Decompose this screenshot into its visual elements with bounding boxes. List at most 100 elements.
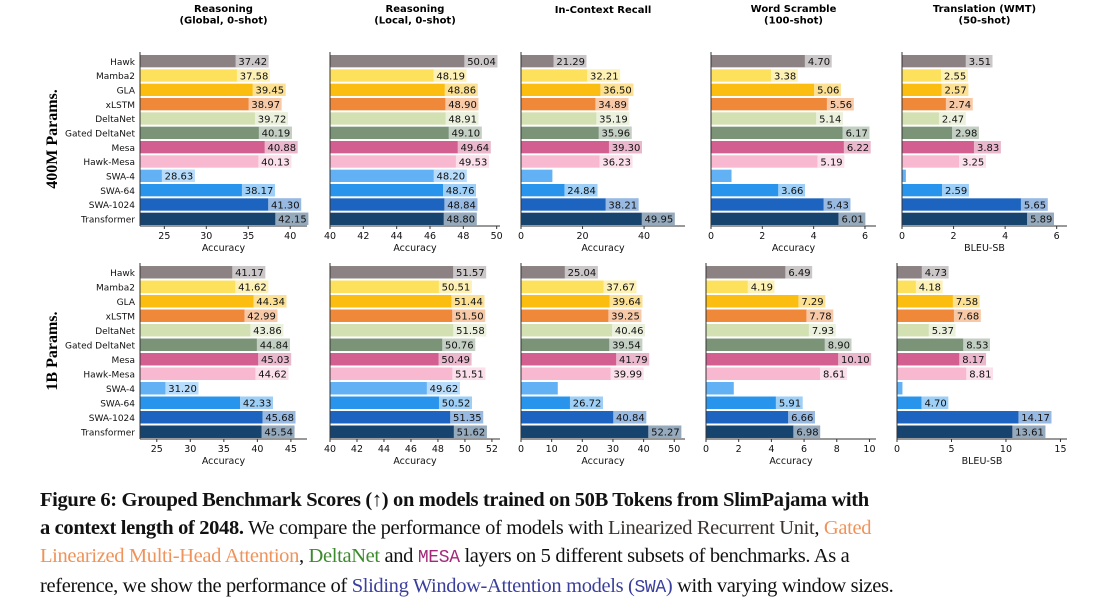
data-label-bg (823, 198, 851, 211)
caption-text: reference, we show the performance of (40, 575, 352, 597)
caption-text: We compare the performance of models wit… (243, 517, 608, 539)
x-tick-label: 20 (576, 231, 588, 242)
bar-hawk-mesa (330, 155, 489, 168)
x-tick-label: 45 (285, 444, 297, 455)
data-label: 52.27 (651, 428, 680, 439)
data-label: 37.67 (606, 283, 635, 294)
data-label: 8.61 (823, 370, 845, 381)
row-label: Mamba2 (96, 283, 135, 293)
bar-mamba2 (330, 280, 472, 293)
x-tick-label: 42 (351, 444, 363, 455)
data-label: 21.29 (556, 57, 585, 68)
x-tick-label: 6 (1054, 231, 1060, 242)
bar-swa-4 (706, 382, 734, 395)
bar-swa-4 (897, 382, 903, 395)
bar-swa-4 (521, 169, 553, 182)
bar-swa-64 (330, 184, 476, 197)
data-label: 2.98 (955, 129, 977, 140)
x-axis-label: BLEU-SB (962, 456, 1003, 467)
bar-swa-64 (330, 396, 472, 409)
data-label-bg (953, 309, 981, 322)
data-label-bg (252, 83, 286, 96)
data-label: 31.20 (168, 384, 197, 395)
panel-title: Word Scramble (751, 4, 837, 15)
data-label-bg (250, 324, 284, 337)
row-label: SWA-1024 (89, 201, 136, 211)
x-tick-label: 2 (759, 231, 765, 242)
data-label: 25.04 (568, 268, 597, 279)
bar-hawk (711, 55, 832, 68)
data-label-bg (608, 141, 642, 154)
data-label: 5.65 (1024, 200, 1046, 211)
data-label: 50.51 (442, 283, 471, 294)
data-label: 50.52 (442, 399, 471, 410)
data-label: 44.62 (258, 370, 287, 381)
data-label-bg (1018, 411, 1052, 424)
panel-title: In-Context Recall (555, 5, 652, 16)
data-label-bg (1020, 198, 1048, 211)
bar-transformer (330, 425, 487, 438)
bar-mesa (706, 353, 872, 366)
data-label-bg (612, 324, 646, 337)
data-label-bg (268, 198, 302, 211)
data-label: 39.54 (612, 341, 641, 352)
data-label-bg (248, 98, 282, 111)
data-label-bg (453, 266, 487, 279)
x-tick-label: 0 (894, 444, 900, 455)
data-label-bg (940, 69, 968, 82)
x-tick-label: 35 (242, 231, 254, 242)
x-tick-label: 35 (218, 444, 230, 455)
x-axis-label: Accuracy (581, 456, 625, 467)
data-label: 48.91 (448, 114, 477, 125)
data-label: 3.38 (774, 71, 796, 82)
bar-gla (711, 83, 841, 96)
data-label: 7.78 (809, 312, 831, 323)
data-label-bg (464, 55, 498, 68)
data-label-bg (433, 69, 467, 82)
bar-xlstm (706, 309, 834, 322)
data-label: 8.81 (969, 370, 991, 381)
x-tick-label: 6 (801, 444, 807, 455)
data-label-bg (965, 55, 993, 68)
data-label: 48.76 (446, 186, 475, 197)
x-tick-label: 25 (158, 231, 170, 242)
data-label: 37.58 (240, 71, 269, 82)
data-label-bg (451, 295, 485, 308)
data-label-bg (952, 126, 979, 139)
data-label-bg (824, 338, 852, 351)
x-tick-label: 30 (184, 444, 196, 455)
data-label-bg (648, 425, 682, 438)
data-label-bg (253, 295, 287, 308)
data-label: 4.73 (925, 268, 947, 279)
data-label-bg (793, 425, 821, 438)
data-label: 6.98 (796, 428, 818, 439)
bar-gla (706, 295, 826, 308)
panel-title: Translation (WMT) (933, 4, 1036, 15)
bar-hawk-mesa (140, 155, 292, 168)
data-label: 39.25 (611, 312, 640, 323)
bar-swa-1024 (897, 411, 1052, 424)
data-label: 36.50 (603, 86, 632, 97)
x-tick-label: 0 (518, 231, 524, 242)
bar-mamba2 (330, 69, 467, 82)
data-label-bg (806, 309, 834, 322)
bar-swa-1024 (711, 198, 851, 211)
data-label-bg (775, 396, 803, 409)
x-tick-label: 48 (432, 444, 444, 455)
data-label: 44.34 (256, 297, 285, 308)
data-label: 40.19 (262, 129, 291, 140)
data-label: 45.68 (265, 413, 294, 424)
panel-title: Reasoning (386, 4, 445, 15)
data-label-bg (941, 83, 969, 96)
data-label-bg (973, 141, 1001, 154)
data-label-bg (236, 69, 270, 82)
data-label-bg (928, 324, 956, 337)
data-label: 48.20 (437, 172, 466, 183)
caption-title: Figure 6: Grouped Benchmark Scores (↑) o… (40, 489, 869, 511)
x-tick-label: 40 (638, 444, 650, 455)
data-label-bg (938, 112, 966, 125)
caption-swa: Sliding Window-Attention models (SWA) (352, 575, 673, 598)
x-tick-label: 6 (862, 231, 868, 242)
data-label-bg (785, 266, 813, 279)
